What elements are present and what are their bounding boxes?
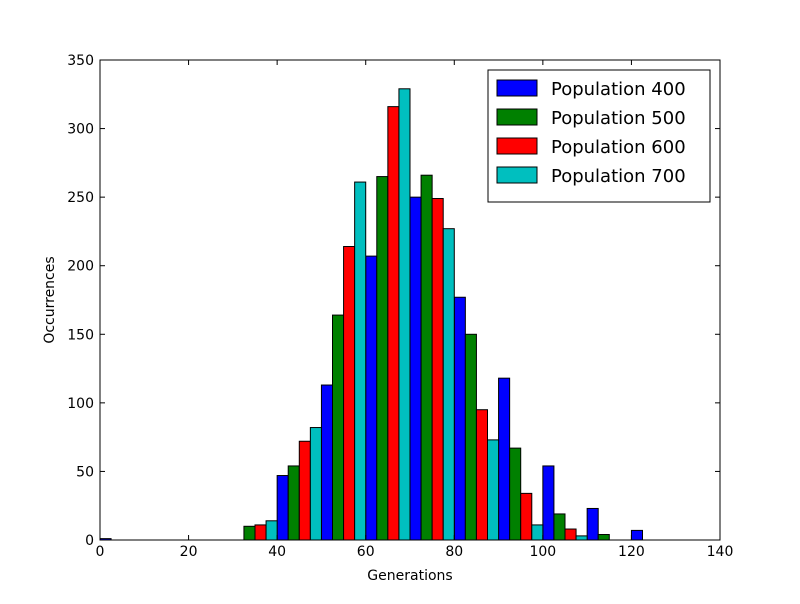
y-tick-label: 100 [67,396,94,412]
legend-label: Population 500 [551,108,686,129]
bar-population-400-bin-110 [586,507,599,541]
bar-population-500-bin-50 [332,314,345,541]
bar-population-400-bin-120 [630,529,644,541]
x-tick-label: 80 [445,544,463,560]
bar-population-400-bin-40 [276,475,289,541]
bar-population-500-bin-40 [287,465,300,541]
plot-frame [99,59,721,541]
legend-label: Population 600 [551,137,686,158]
x-tick-label: 100 [529,544,556,560]
y-tick-label: 0 [85,533,94,549]
y-tick-label: 150 [67,327,94,343]
bar-population-700-bin-80 [487,439,500,541]
legend-label: Population 700 [551,166,686,187]
bar-population-600-bin-50 [343,246,356,541]
bar-population-700-bin-100 [575,535,588,541]
bar-population-400-bin-60 [365,255,378,541]
bar-population-600-bin-100 [564,528,577,541]
bar-population-500-bin-60 [376,176,389,541]
bar-population-700-bin-30 [265,520,278,541]
x-tick-label: 120 [618,544,645,560]
legend-swatch [496,137,538,155]
x-tick-label: 140 [707,544,734,560]
bar-population-700-bin-40 [309,427,322,541]
x-tick-label: 20 [180,544,198,560]
bar-population-600-bin-30 [254,524,267,541]
bar-population-500-bin-80 [464,333,477,541]
x-tick-label: 40 [268,544,286,560]
legend-swatch [496,166,538,184]
bar-population-500-bin-90 [509,447,522,541]
bar-population-500-bin-110 [597,534,610,541]
legend: Population 400 Population 500 Population 6… [487,69,711,203]
x-tick-label: 0 [96,544,105,560]
bar-population-600-bin-90 [520,492,533,541]
x-axis-label: Generations [367,568,452,584]
legend-label: Population 400 [551,79,686,100]
legend-swatch [496,79,538,97]
bar-population-500-bin-100 [553,513,566,541]
y-tick-label: 350 [67,53,94,69]
bar-population-500-bin-30 [243,525,256,541]
bar-population-700-bin-90 [531,524,544,541]
bar-population-700-bin-60 [398,88,411,541]
y-tick-label: 200 [67,259,94,275]
x-tick-label: 60 [357,544,375,560]
y-tick-label: 300 [67,122,94,138]
y-tick-label: 250 [67,190,94,206]
bar-population-400-bin-90 [498,377,511,541]
bar-population-400-bin-70 [409,196,422,541]
y-tick-label: 50 [76,464,94,480]
y-axis-label: Occurrences [42,256,58,343]
bar-population-700-bin-70 [442,228,455,541]
bar-population-400-bin-80 [453,296,466,541]
bar-population-500-bin-70 [420,174,433,541]
bar-population-600-bin-40 [298,440,311,541]
bar-population-400-bin-100 [542,465,555,541]
bar-population-600-bin-70 [431,198,444,541]
bar-population-600-bin-60 [387,106,400,541]
bar-population-600-bin-80 [475,409,488,541]
bar-population-400-bin-50 [320,384,333,541]
legend-swatch [496,108,538,126]
bar-population-700-bin-50 [354,181,367,541]
